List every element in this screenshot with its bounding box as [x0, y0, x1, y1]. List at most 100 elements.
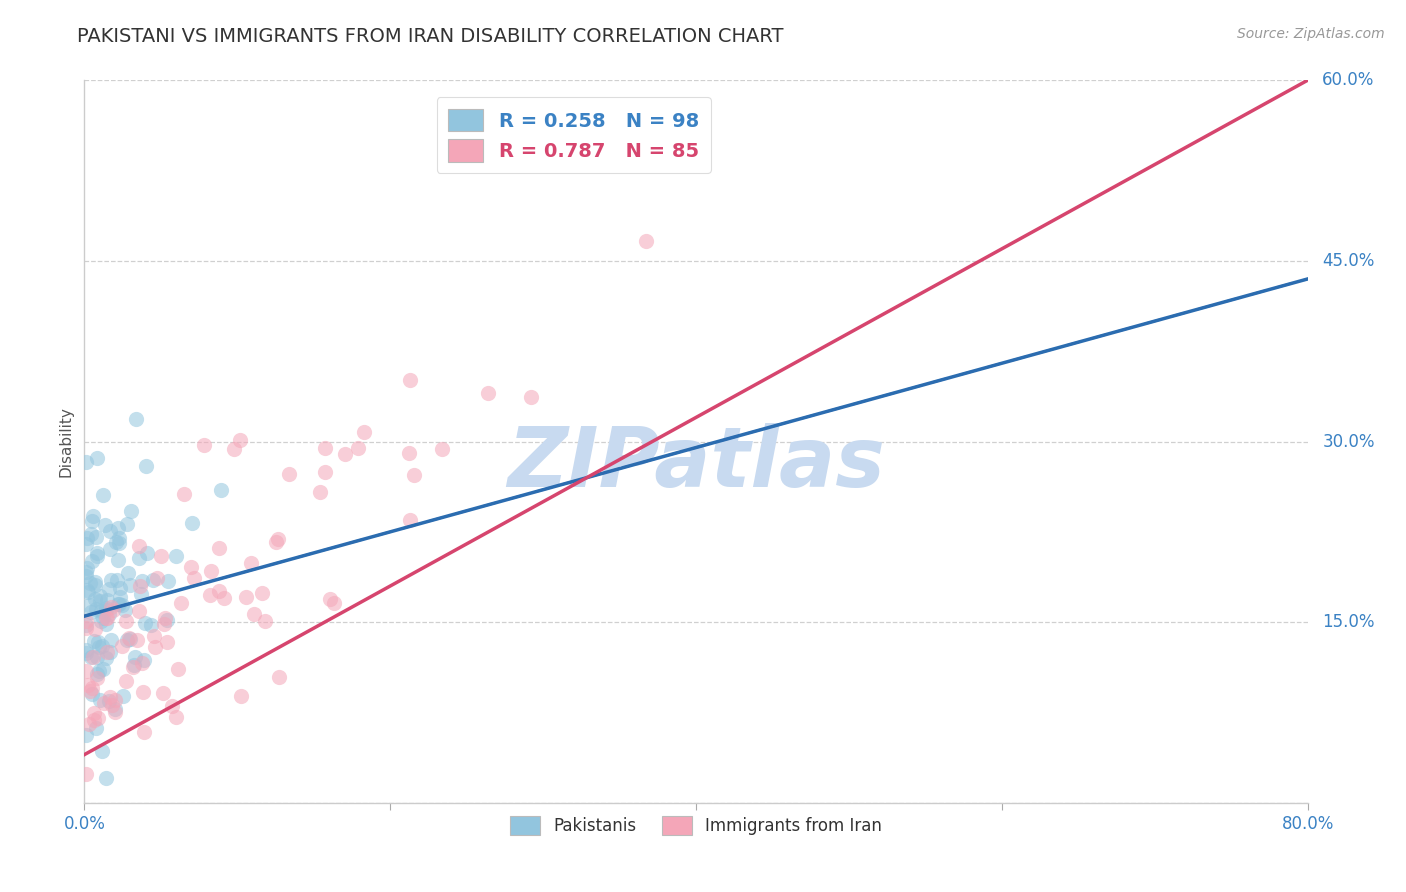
Point [228, 433, 250, 447]
Point [198, 588, 221, 602]
Point [142, 573, 165, 587]
Point [120, 504, 142, 518]
Point [80, 649, 103, 664]
Point [87, 640, 110, 654]
Point [319, 592, 342, 607]
Point [100, 600, 122, 615]
Point [135, 458, 157, 473]
Point [398, 373, 420, 387]
Point [115, 516, 138, 531]
Point [75, 615, 97, 629]
Point [75, 455, 97, 469]
Point [108, 536, 131, 550]
Point [75, 767, 97, 781]
Point [76, 561, 98, 575]
Point [91, 662, 114, 676]
Text: ZIPatlas: ZIPatlas [508, 423, 884, 504]
Point [103, 603, 125, 617]
Point [75, 568, 97, 582]
Point [84, 602, 107, 616]
Point [100, 633, 122, 648]
Point [180, 516, 202, 530]
Point [125, 633, 148, 648]
Point [212, 591, 235, 605]
Point [222, 442, 245, 456]
Point [104, 702, 127, 716]
Point [180, 560, 202, 574]
Point [183, 571, 205, 585]
Point [128, 539, 150, 553]
Point [229, 690, 252, 704]
Point [252, 586, 274, 600]
Point [347, 441, 370, 455]
Point [98, 607, 121, 621]
Point [86, 546, 108, 560]
Point [166, 662, 188, 676]
Point [80, 554, 103, 568]
Point [89, 589, 111, 603]
Point [79, 717, 101, 731]
Point [131, 574, 153, 588]
Point [264, 535, 287, 549]
Point [89, 693, 111, 707]
Point [132, 684, 155, 698]
Point [209, 483, 232, 498]
Point [98, 541, 121, 556]
Point [86, 671, 108, 685]
Point [128, 579, 150, 593]
Point [77, 585, 100, 599]
Point [89, 594, 111, 608]
Point [128, 604, 150, 618]
Point [143, 629, 166, 643]
Point [117, 632, 139, 647]
Point [200, 564, 222, 578]
Point [208, 541, 231, 556]
Point [91, 611, 114, 625]
Point [107, 597, 129, 611]
Point [103, 705, 125, 719]
Point [118, 632, 141, 646]
Point [152, 686, 174, 700]
Point [98, 690, 121, 705]
Point [96, 611, 118, 625]
Point [79, 576, 101, 591]
Point [82, 649, 104, 664]
Point [80, 514, 103, 528]
Text: 15.0%: 15.0% [1322, 613, 1375, 632]
Legend: Pakistanis, Immigrants from Iran: Pakistanis, Immigrants from Iran [503, 809, 889, 841]
Point [430, 442, 453, 457]
Point [75, 617, 97, 632]
Point [165, 710, 187, 724]
Text: 30.0%: 30.0% [1322, 433, 1375, 450]
Point [114, 602, 136, 616]
Point [115, 614, 138, 628]
Point [83, 578, 105, 592]
Point [75, 622, 97, 636]
Point [90, 615, 112, 629]
Point [94, 617, 117, 632]
Point [86, 549, 108, 564]
Point [107, 553, 129, 567]
Point [193, 437, 215, 451]
Point [93, 696, 115, 710]
Point [94, 603, 117, 617]
Y-axis label: Disability: Disability [58, 406, 73, 477]
Point [399, 513, 422, 527]
Point [636, 235, 658, 249]
Point [141, 618, 163, 632]
Text: 60.0%: 60.0% [1322, 71, 1375, 89]
Point [132, 652, 155, 666]
Point [77, 598, 100, 612]
Point [87, 711, 110, 725]
Point [150, 549, 173, 563]
Point [90, 744, 112, 758]
Point [87, 664, 110, 678]
Point [108, 531, 131, 545]
Point [80, 527, 103, 541]
Point [105, 574, 128, 588]
Point [117, 566, 139, 581]
Point [83, 714, 105, 728]
Point [93, 517, 115, 532]
Point [80, 681, 103, 695]
Point [314, 442, 336, 456]
